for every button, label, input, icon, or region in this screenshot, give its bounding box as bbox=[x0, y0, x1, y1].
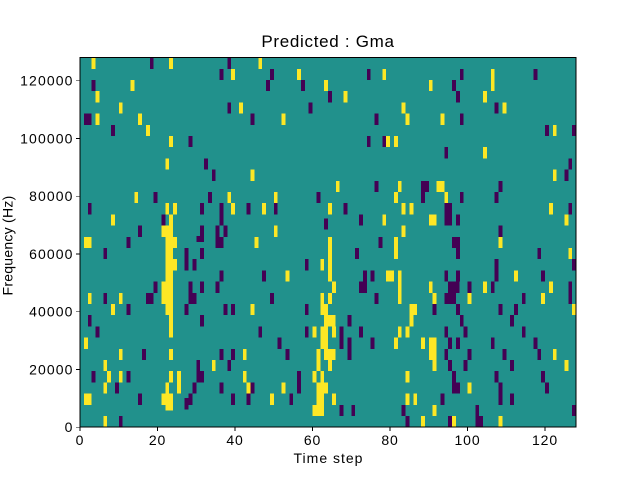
svg-text:80000: 80000 bbox=[29, 188, 73, 204]
svg-text:Time step: Time step bbox=[294, 450, 364, 466]
svg-text:80: 80 bbox=[381, 432, 398, 448]
svg-text:Frequency (Hz): Frequency (Hz) bbox=[0, 196, 16, 296]
svg-text:40000: 40000 bbox=[29, 304, 73, 320]
svg-text:120000: 120000 bbox=[20, 73, 73, 89]
svg-text:20: 20 bbox=[149, 432, 166, 448]
svg-text:40: 40 bbox=[226, 432, 243, 448]
svg-text:20000: 20000 bbox=[29, 361, 73, 377]
svg-text:0: 0 bbox=[76, 432, 85, 448]
svg-text:120: 120 bbox=[532, 432, 558, 448]
svg-text:Predicted : Gma: Predicted : Gma bbox=[261, 32, 394, 51]
svg-text:100000: 100000 bbox=[20, 130, 73, 146]
svg-text:60000: 60000 bbox=[29, 246, 73, 262]
svg-text:0: 0 bbox=[65, 419, 74, 435]
svg-text:60: 60 bbox=[304, 432, 321, 448]
svg-text:100: 100 bbox=[454, 432, 480, 448]
